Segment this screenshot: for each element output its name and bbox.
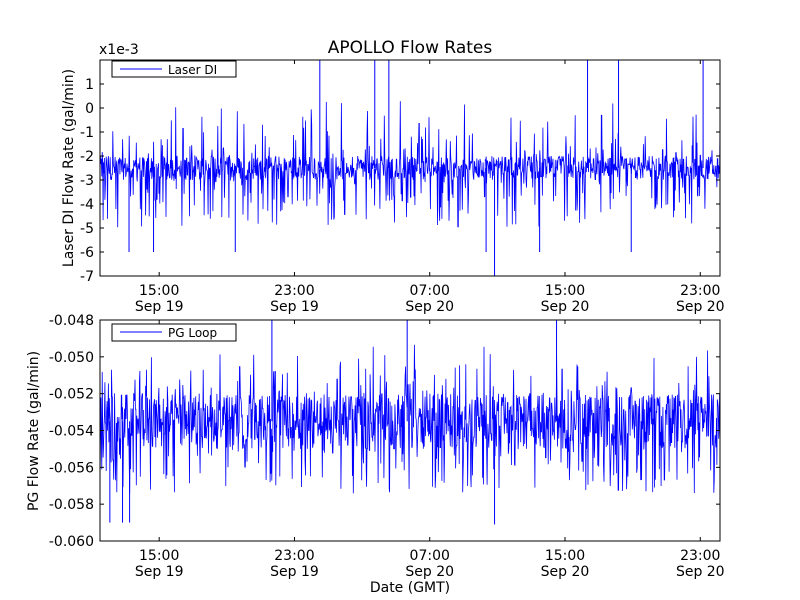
laser-di-x-tick-time: 23:00 [274,283,314,299]
laser-di-y-tick-label: -5 [80,221,94,237]
pg-loop-panel: -0.048 -0.050 -0.052 -0.054 -0.056 -0.058 -0.0… [26,313,725,596]
laser-di-x-tick-time: 07:00 [410,283,450,299]
laser-di-x-tick-date: Sep 20 [405,299,454,315]
pg-loop-y-tick-label: -0.048 [49,313,94,329]
laser-di-plot-frame [99,59,721,277]
laser-di-legend: Laser DI [111,60,237,78]
laser-di-x-tick-time: 15:00 [139,283,179,299]
pg-loop-x-tick-date: Sep 20 [676,564,725,580]
laser-di-y-tick-label: 1 [85,77,94,93]
laser-di-y-tick-label: -3 [80,173,94,189]
pg-loop-legend-box [111,323,237,342]
laser-di-offset-text: x1e-3 [99,42,139,58]
pg-loop-legend-label: PG Loop [168,326,217,340]
pg-loop-x-tick-date: Sep 20 [541,564,590,580]
x-axis-label: Date (GMT) [370,580,450,596]
pg-loop-y-tick-label: -0.050 [49,350,94,366]
laser-di-x-tick-date: Sep 19 [270,299,319,315]
pg-loop-y-ticks: -0.048 -0.050 -0.052 -0.054 -0.056 -0.058 -0.0… [49,313,720,550]
pg-loop-y-tick-label: -0.052 [49,387,94,403]
pg-loop-x-tick-time: 15:00 [139,548,179,564]
chart-title: APOLLO Flow Rates [328,38,493,58]
pg-loop-series [99,320,720,525]
laser-di-y-tick-label: -7 [80,269,94,285]
laser-di-trace [99,101,721,228]
pg-loop-x-tick-time: 23:00 [274,548,314,564]
pg-loop-legend: PG Loop [111,323,237,342]
laser-di-legend-box [111,60,237,78]
laser-di-x-tick-time: 15:00 [545,283,585,299]
laser-di-y-tick-label: -4 [80,197,94,213]
pg-loop-x-tick-date: Sep 19 [270,564,319,580]
laser-di-y-tick-label: -1 [80,125,94,141]
laser-di-y-ticks: 1 0 -1 -2 -3 -4 -5 -6 -7 [80,77,720,285]
pg-loop-x-tick-date: Sep 20 [405,564,454,580]
pg-loop-plot-frame [99,319,721,542]
laser-di-y-tick-label: -6 [80,245,94,261]
laser-di-series [99,60,721,276]
pg-loop-y-tick-label: -0.058 [49,497,94,513]
laser-di-legend-label: Laser DI [168,63,217,77]
laser-di-y-tick-label: -2 [80,149,94,165]
pg-loop-x-tick-time: 23:00 [680,548,720,564]
laser-di-x-tick-date: Sep 20 [541,299,590,315]
laser-di-x-tick-time: 23:00 [680,283,720,299]
pg-loop-y-tick-label: -0.056 [49,460,94,476]
pg-loop-y-tick-label: -0.060 [49,534,94,550]
pg-loop-x-tick-date: Sep 19 [135,564,184,580]
laser-di-y-tick-label: 0 [85,101,94,117]
pg-loop-y-axis-label: PG Flow Rate (gal/min) [26,351,42,511]
pg-loop-trace [99,344,720,494]
pg-loop-y-tick-label: -0.054 [49,424,94,440]
laser-di-x-tick-date: Sep 19 [135,299,184,315]
laser-di-x-tick-date: Sep 20 [676,299,725,315]
laser-di-y-axis-label: Laser DI Flow Rate (gal/min) [61,69,77,267]
pg-loop-x-tick-time: 15:00 [545,548,585,564]
pg-loop-x-tick-time: 07:00 [410,548,450,564]
